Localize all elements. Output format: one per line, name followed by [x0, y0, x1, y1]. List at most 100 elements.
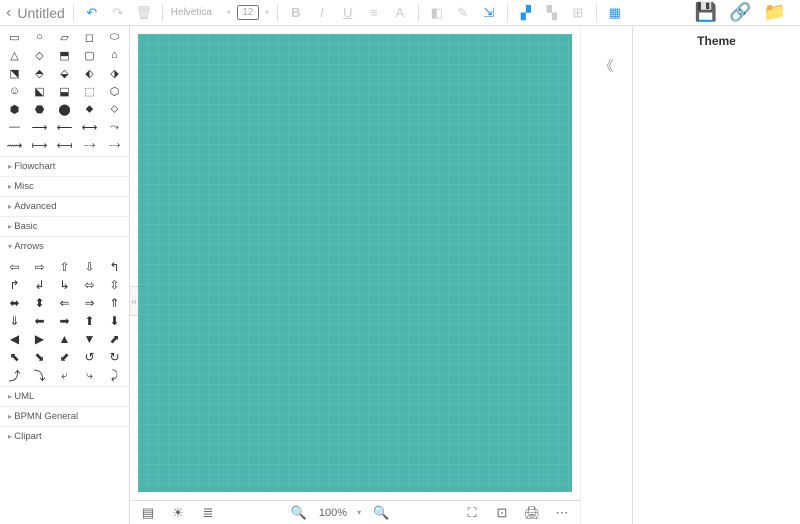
- shape-stencil[interactable]: ⟵: [53, 119, 76, 135]
- category-bpmn-general[interactable]: BPMN General: [0, 406, 129, 426]
- shape-stencil[interactable]: ⟶: [28, 119, 51, 135]
- save-icon[interactable]: 💾: [695, 2, 717, 23]
- shape-stencil[interactable]: —: [3, 119, 26, 135]
- arrow-stencil[interactable]: ⤵: [28, 367, 51, 383]
- delete-button[interactable]: 🗑: [134, 3, 154, 23]
- arrow-stencil[interactable]: ▶: [28, 331, 51, 347]
- arrow-stencil[interactable]: ▼: [78, 331, 101, 347]
- italic-button[interactable]: I: [312, 3, 332, 23]
- shape-stencil[interactable]: ⬕: [28, 83, 51, 99]
- align-button[interactable]: ≡: [364, 3, 384, 23]
- zoom-out-button[interactable]: 🔍: [289, 503, 309, 523]
- shape-stencil[interactable]: ▭: [3, 29, 26, 45]
- arrow-stencil[interactable]: ⇒: [78, 295, 101, 311]
- zoom-in-button[interactable]: 🔍: [371, 503, 391, 523]
- arrow-stencil[interactable]: ⤴: [3, 367, 26, 383]
- shape-stencil[interactable]: ◇: [28, 47, 51, 63]
- arrow-stencil[interactable]: ⇐: [53, 295, 76, 311]
- shape-stencil[interactable]: ⤏: [103, 137, 126, 153]
- arrow-stencil[interactable]: ⇓: [3, 313, 26, 329]
- fontsize-select[interactable]: [237, 5, 259, 20]
- arrow-stencil[interactable]: ⬇: [103, 313, 126, 329]
- arrow-stencil[interactable]: ⇦: [3, 259, 26, 275]
- arrow-stencil[interactable]: ↰: [103, 259, 126, 275]
- arrow-stencil[interactable]: ⤶: [53, 367, 76, 383]
- arrow-stencil[interactable]: ⬅: [28, 313, 51, 329]
- shape-stencil[interactable]: ⬦: [103, 101, 126, 117]
- shape-stencil[interactable]: ○: [28, 29, 51, 45]
- shape-stencil[interactable]: ⬡: [103, 83, 126, 99]
- shape-stencil[interactable]: ⟻: [53, 137, 76, 153]
- shape-stencil[interactable]: ☺: [3, 83, 26, 99]
- arrow-stencil[interactable]: ⇩: [78, 259, 101, 275]
- shape-stencil[interactable]: ▱: [53, 29, 76, 45]
- group-button[interactable]: ⊞: [568, 3, 588, 23]
- shape-stencil[interactable]: ⬚: [78, 83, 101, 99]
- stroke-button[interactable]: ✎: [453, 3, 473, 23]
- shape-stencil[interactable]: ⬖: [78, 65, 101, 81]
- print-button[interactable]: 🖨: [522, 503, 542, 523]
- font-select[interactable]: [171, 7, 221, 18]
- tofront-button[interactable]: ▞: [516, 3, 536, 23]
- arrow-stencil[interactable]: ⇧: [53, 259, 76, 275]
- fit-button[interactable]: ⛶: [462, 503, 482, 523]
- canvas[interactable]: [138, 34, 572, 492]
- right-collapse-handle[interactable]: 《: [600, 56, 614, 76]
- shape-stencil[interactable]: ⬔: [3, 65, 26, 81]
- arrow-stencil[interactable]: ↻: [103, 349, 126, 365]
- arrow-stencil[interactable]: ⤷: [78, 367, 101, 383]
- undo-button[interactable]: ↶: [82, 3, 102, 23]
- fill-button[interactable]: ◧: [427, 3, 447, 23]
- arrow-stencil[interactable]: ↺: [78, 349, 101, 365]
- arrow-stencil[interactable]: ⬍: [28, 295, 51, 311]
- shape-stencil[interactable]: ⬓: [53, 83, 76, 99]
- layers-button[interactable]: ≣: [198, 503, 218, 523]
- shape-stencil[interactable]: ⟿: [3, 137, 26, 153]
- shape-stencil[interactable]: ⟼: [28, 137, 51, 153]
- folder-icon[interactable]: 📁: [764, 2, 786, 23]
- shape-stencil[interactable]: ⬘: [28, 65, 51, 81]
- arrow-stencil[interactable]: ⬄: [78, 277, 101, 293]
- arrow-stencil[interactable]: ⇳: [103, 277, 126, 293]
- arrow-stencil[interactable]: ⇑: [103, 295, 126, 311]
- bold-button[interactable]: B: [286, 3, 306, 23]
- connector-button[interactable]: ⇲: [479, 3, 499, 23]
- shape-stencil[interactable]: △: [3, 47, 26, 63]
- shape-stencil[interactable]: ⬣: [28, 101, 51, 117]
- category-misc[interactable]: Misc: [0, 176, 129, 196]
- fullscreen-button[interactable]: ⊡: [492, 503, 512, 523]
- shape-stencil[interactable]: ▢: [78, 47, 101, 63]
- arrow-stencil[interactable]: ▲: [53, 331, 76, 347]
- arrow-stencil[interactable]: ⬆: [78, 313, 101, 329]
- arrow-stencil[interactable]: ⬊: [28, 349, 51, 365]
- shape-stencil[interactable]: ◻: [78, 29, 101, 45]
- arrow-stencil[interactable]: ⬋: [53, 349, 76, 365]
- shape-stencil[interactable]: ⬤: [53, 101, 76, 117]
- arrow-stencil[interactable]: ⬌: [3, 295, 26, 311]
- textcolor-button[interactable]: A: [390, 3, 410, 23]
- toback-button[interactable]: ▚: [542, 3, 562, 23]
- page-menu-button[interactable]: ▤: [138, 503, 158, 523]
- shape-stencil[interactable]: ⬭: [103, 29, 126, 45]
- grid-button[interactable]: ▦: [605, 3, 625, 23]
- shape-stencil[interactable]: ⬗: [103, 65, 126, 81]
- shape-stencil[interactable]: ⌂: [103, 47, 126, 63]
- category-arrows[interactable]: Arrows: [0, 236, 129, 256]
- category-uml[interactable]: UML: [0, 386, 129, 406]
- underline-button[interactable]: U: [338, 3, 358, 23]
- shape-stencil[interactable]: ⤍: [78, 137, 101, 153]
- arrow-stencil[interactable]: ⇨: [28, 259, 51, 275]
- brightness-button[interactable]: ☀: [168, 503, 188, 523]
- arrow-stencil[interactable]: ⬈: [103, 331, 126, 347]
- arrow-stencil[interactable]: ⬉: [3, 349, 26, 365]
- arrow-stencil[interactable]: ➡: [53, 313, 76, 329]
- shape-stencil[interactable]: ⬙: [53, 65, 76, 81]
- shape-stencil[interactable]: ⤳: [103, 119, 126, 135]
- redo-button[interactable]: ↷: [108, 3, 128, 23]
- share-icon[interactable]: 🔗: [729, 2, 751, 23]
- back-button[interactable]: ‹: [6, 4, 11, 22]
- arrow-stencil[interactable]: ↲: [28, 277, 51, 293]
- arrow-stencil[interactable]: ◀: [3, 331, 26, 347]
- arrow-stencil[interactable]: ⤸: [103, 367, 126, 383]
- category-clipart[interactable]: Clipart: [0, 426, 129, 446]
